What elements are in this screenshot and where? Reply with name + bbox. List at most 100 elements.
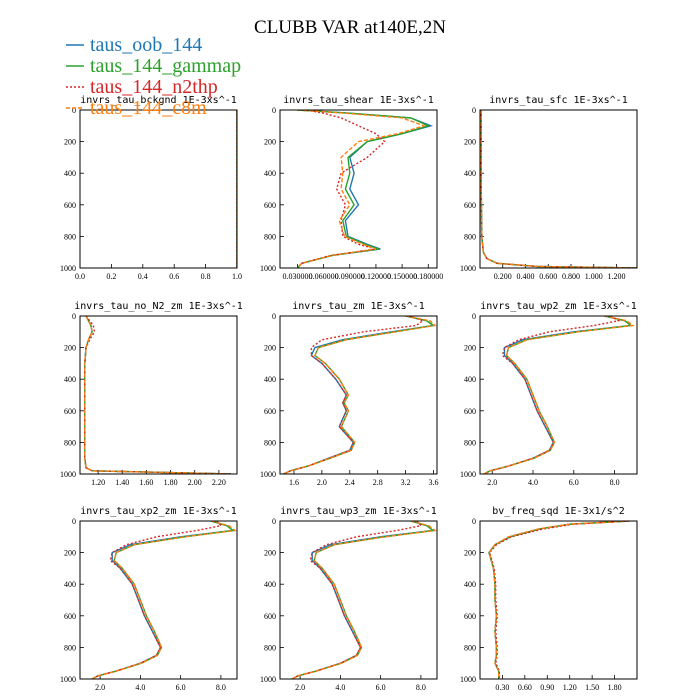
y-tick-label: 200 xyxy=(264,549,276,558)
series-line-taus_144_gammap xyxy=(488,521,630,679)
x-tick-label: 0.2 xyxy=(106,272,116,281)
x-tick-label: 6.0 xyxy=(569,478,579,487)
y-tick-label: 0 xyxy=(272,312,276,321)
y-tick-label: 200 xyxy=(264,138,276,147)
x-tick-label: 1.20 xyxy=(91,478,105,487)
series-line-taus_144_c8m xyxy=(84,316,232,474)
y-tick-label: 800 xyxy=(464,232,476,241)
plot-frame xyxy=(479,315,638,475)
x-tick-label: 3.2 xyxy=(401,478,411,487)
plot-frame xyxy=(279,109,438,269)
series-line-taus_144_n2thp xyxy=(84,316,232,474)
chart-panel: invrs_tau_sfc 1E-3xs^-1 0 200 400 600 800 1000… xyxy=(460,95,638,281)
y-tick-label: 400 xyxy=(64,169,76,178)
chart-panel: invrs_tau_wp2_zm 1E-3xs^-1 0 200 400 600 800 1… xyxy=(460,301,638,487)
series-line-taus_144_n2thp xyxy=(283,316,425,474)
y-tick-label: 600 xyxy=(464,612,476,621)
y-tick-label: 800 xyxy=(264,643,276,652)
y-tick-label: 1000 xyxy=(460,264,476,273)
series-line-taus_oob_144 xyxy=(480,110,637,268)
x-tick-label: 1.60 xyxy=(139,478,153,487)
chart-panel: invrs_tau_wp3_zm 1E-3xs^-1 0 200 400 600 800 1… xyxy=(260,506,438,692)
x-tick-label: 0.030000 xyxy=(282,272,312,281)
x-tick-label: 0.600 xyxy=(539,272,557,281)
y-tick-label: 200 xyxy=(464,138,476,147)
x-tick-label: 6.0 xyxy=(176,683,186,692)
series-line-taus_oob_144 xyxy=(483,316,633,474)
y-tick-label: 0 xyxy=(472,517,476,526)
y-tick-label: 600 xyxy=(264,407,276,416)
panel-title: invrs_tau_zm 1E-3xs^-1 xyxy=(292,301,424,312)
y-tick-label: 1000 xyxy=(60,675,76,684)
series-line-taus_oob_144 xyxy=(84,316,232,474)
y-tick-label: 600 xyxy=(264,612,276,621)
series-line-taus_144_gammap xyxy=(480,110,637,268)
chart-panel: invrs_tau_shear 1E-3xs^-1 0 200 400 600 800 10… xyxy=(260,95,443,281)
plot-frame xyxy=(479,520,638,680)
y-tick-label: 400 xyxy=(264,580,276,589)
x-tick-label: 1.20 xyxy=(563,683,577,692)
figure-title: CLUBB VAR at140E,2N xyxy=(254,17,446,38)
series-line-taus_144_n2thp xyxy=(296,110,386,268)
y-tick-label: 400 xyxy=(464,580,476,589)
y-tick-label: 1000 xyxy=(260,675,276,684)
y-tick-label: 0 xyxy=(272,106,276,115)
y-tick-label: 400 xyxy=(464,169,476,178)
y-tick-label: 600 xyxy=(264,201,276,210)
series-line-taus_144_c8m xyxy=(91,521,237,679)
x-tick-label: 0.090000 xyxy=(335,272,365,281)
x-tick-label: 2.8 xyxy=(373,478,383,487)
y-tick-label: 1000 xyxy=(260,264,276,273)
series-line-taus_oob_144 xyxy=(291,521,435,679)
x-tick-label: 4.0 xyxy=(528,478,538,487)
x-tick-label: 0.60 xyxy=(518,683,532,692)
plot-frame xyxy=(279,520,438,680)
series-line-taus_144_n2thp xyxy=(488,521,630,679)
series-line-taus_144_c8m xyxy=(480,110,637,268)
x-tick-label: 8.0 xyxy=(416,683,426,692)
y-tick-label: 200 xyxy=(264,344,276,353)
x-tick-label: 1.80 xyxy=(164,478,178,487)
y-tick-label: 200 xyxy=(64,344,76,353)
y-tick-label: 800 xyxy=(64,643,76,652)
legend-label: taus_144_n2thp xyxy=(90,76,218,98)
y-tick-label: 0 xyxy=(72,312,76,321)
panel-title: invrs_tau_wp3_zm 1E-3xs^-1 xyxy=(280,506,437,517)
series-line-taus_144_c8m xyxy=(291,521,437,679)
plot-frame xyxy=(79,315,238,475)
y-tick-label: 400 xyxy=(64,375,76,384)
y-tick-label: 0 xyxy=(472,106,476,115)
series-line-taus_144_gammap xyxy=(91,521,235,679)
x-tick-label: 0.120000 xyxy=(361,272,391,281)
x-tick-label: 1.0 xyxy=(232,272,242,281)
x-tick-label: 0.6 xyxy=(169,272,179,281)
series-line-taus_144_c8m xyxy=(283,316,437,474)
y-tick-label: 200 xyxy=(464,549,476,558)
x-tick-label: 4.0 xyxy=(135,683,145,692)
y-tick-label: 800 xyxy=(64,438,76,447)
y-tick-label: 0 xyxy=(72,517,76,526)
legend-label: taus_144_gammap xyxy=(90,55,241,77)
y-tick-label: 800 xyxy=(64,232,76,241)
y-tick-label: 1000 xyxy=(60,470,76,479)
plot-frame xyxy=(79,109,238,269)
series-line-taus_144_c8m xyxy=(483,316,635,474)
x-tick-label: 1.6 xyxy=(289,478,299,487)
y-tick-label: 200 xyxy=(464,344,476,353)
chart-panel: bv_freq_sqd 1E-3x1/s^2 0 200 400 600 800 1000 0… xyxy=(460,506,638,692)
y-tick-label: 600 xyxy=(64,201,76,210)
y-tick-label: 600 xyxy=(464,201,476,210)
chart-panel: invrs_tau_no_N2_zm 1E-3xs^-10 200 400 600 80… xyxy=(60,301,243,487)
y-tick-label: 1000 xyxy=(460,675,476,684)
chart-panel: invrs_tau_zm 1E-3xs^-1 0 200 400 600 800 1000 1… xyxy=(260,301,439,487)
panel-title: invrs_tau_bckgnd 1E-3xs^-1 xyxy=(80,95,237,106)
x-tick-label: 2.0 xyxy=(295,683,305,692)
y-tick-label: 800 xyxy=(464,438,476,447)
y-tick-label: 400 xyxy=(64,580,76,589)
x-tick-label: 0.800 xyxy=(562,272,580,281)
x-tick-label: 8.0 xyxy=(610,478,620,487)
x-tick-label: 2.20 xyxy=(212,478,226,487)
y-tick-label: 0 xyxy=(272,517,276,526)
series-line-taus_144_n2thp xyxy=(483,316,621,474)
panels: invrs_tau_bckgnd 1E-3xs^-1 0 200 400 600 800 1… xyxy=(60,95,638,692)
